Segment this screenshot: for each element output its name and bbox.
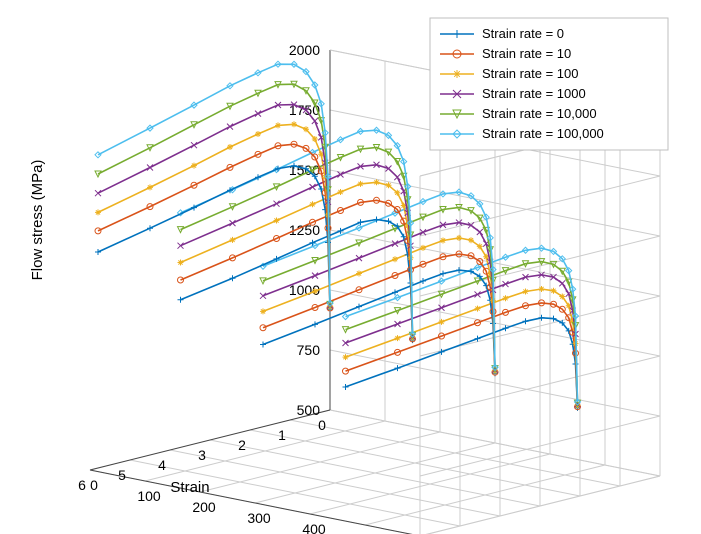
x-axis-label: Strain [170,479,209,496]
series-curve [95,61,333,306]
y-tick-label: 400 [302,521,326,534]
series-curve [343,272,581,407]
y-tick-label: 300 [247,510,271,526]
legend-label: Strain rate = 10 [482,46,571,61]
x-tick-label: 4 [158,457,166,473]
series-curve [343,259,581,406]
x-tick-label: 2 [238,437,246,453]
x-tick-label: 5 [118,467,126,483]
y-tick-label: 100 [137,488,161,504]
z-tick-label: 2000 [289,42,320,58]
z-axis-label: Flow stress (MPa) [29,160,46,281]
legend-label: Strain rate = 1000 [482,86,586,101]
legend-label: Strain rate = 100 [482,66,578,81]
series-curve [95,102,333,309]
x-tick-label: 0 [318,417,326,433]
z-tick-label: 750 [297,342,321,358]
x-tick-label: 1 [278,427,286,443]
flow-stress-3d-chart: 5007501000125015001750200001234560100200… [0,0,701,534]
y-tick-label: 200 [192,499,216,515]
legend: Strain rate = 0 Strain rate = 10 Strain ra… [430,18,668,150]
z-tick-label: 500 [297,402,321,418]
y-tick-label: 0 [90,477,98,493]
legend-label: Strain rate = 100,000 [482,126,604,141]
legend-label: Strain rate = 10,000 [482,106,597,121]
x-tick-label: 3 [198,447,206,463]
legend-label: Strain rate = 0 [482,26,564,41]
x-tick-label: 6 [78,477,86,493]
